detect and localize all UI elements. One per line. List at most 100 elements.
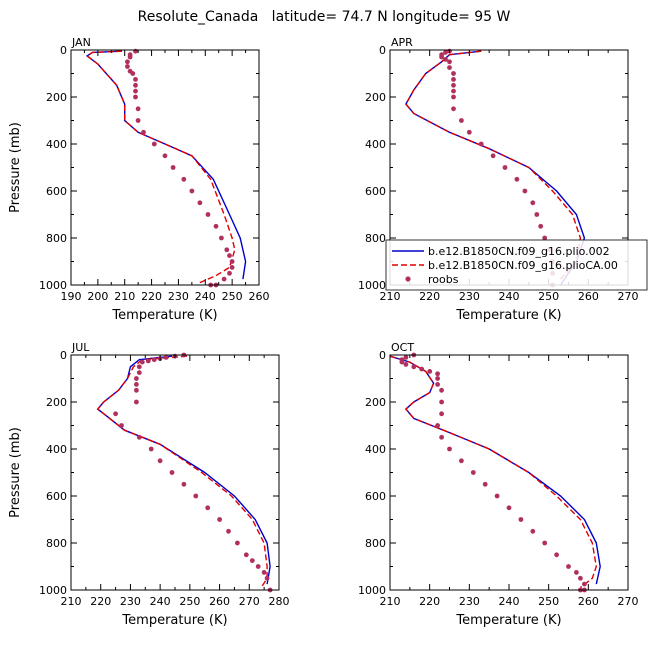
obs-point <box>542 235 548 241</box>
obs-point <box>136 434 142 440</box>
obs-point <box>439 411 444 417</box>
x-tick-label: 220 <box>141 290 162 303</box>
panel-label: OCT <box>391 341 414 354</box>
obs-point <box>134 399 139 405</box>
obs-point <box>219 235 224 241</box>
y-tick-label: 0 <box>379 44 386 57</box>
obs-point <box>470 470 476 475</box>
obs-point <box>451 71 456 76</box>
obs-point <box>538 223 544 229</box>
obs-point <box>151 141 157 147</box>
obs-point <box>189 188 195 194</box>
obs-point <box>451 106 456 112</box>
obs-point <box>181 176 187 182</box>
obs-point <box>133 77 138 82</box>
x-tick-label: 220 <box>90 595 111 608</box>
obs-point <box>419 366 425 372</box>
obs-point <box>197 200 203 206</box>
obs-point <box>243 552 249 558</box>
x-tick-label: 220 <box>419 595 440 608</box>
obs-point <box>229 259 235 264</box>
obs-point <box>502 165 508 170</box>
x-tick-label: 200 <box>87 290 108 303</box>
obs-point <box>482 481 488 487</box>
y-tick-label: 1000 <box>39 584 67 597</box>
x-tick-label: 220 <box>419 290 440 303</box>
obs-point <box>163 355 169 360</box>
x-tick-label: 260 <box>578 595 599 608</box>
obs-point <box>399 359 405 365</box>
x-tick-label: 270 <box>618 595 639 608</box>
y-tick-label: 400 <box>365 443 386 456</box>
panel-label: JUL <box>71 341 90 354</box>
obs-point <box>439 399 444 405</box>
obs-point <box>435 371 440 377</box>
x-tick-label: 230 <box>459 290 480 303</box>
y-tick-label: 600 <box>365 185 386 198</box>
obs-point <box>181 481 187 487</box>
obs-point <box>139 359 145 365</box>
obs-point <box>261 570 267 575</box>
obs-point <box>411 364 417 370</box>
plot-frame <box>70 49 260 286</box>
obs-point <box>249 558 255 563</box>
obs-point <box>439 387 444 393</box>
y-tick-label: 600 <box>46 490 67 503</box>
obs-point <box>403 362 409 367</box>
obs-point <box>255 564 261 569</box>
y-tick-label: 1000 <box>358 279 386 292</box>
series-line-2 <box>85 50 236 284</box>
x-tick-label: 260 <box>209 595 230 608</box>
legend-marker <box>405 276 411 282</box>
x-axis-label: Temperature (K) <box>455 308 561 323</box>
y-tick-label: 200 <box>365 396 386 409</box>
obs-point <box>227 270 232 276</box>
obs-point <box>130 71 136 76</box>
plot-frame <box>389 354 629 591</box>
obs-point <box>522 188 528 194</box>
x-tick-label: 250 <box>179 595 200 608</box>
x-tick-label: 240 <box>499 595 520 608</box>
obs-point <box>113 411 118 417</box>
y-tick-label: 0 <box>60 44 67 57</box>
y-tick-label: 800 <box>46 232 67 245</box>
x-tick-label: 240 <box>499 290 520 303</box>
obs-point <box>530 200 536 206</box>
obs-point <box>435 423 440 428</box>
panel-jul: 210 220 230 240 250 260 270 280 0 200 400 600 800 100… <box>8 341 290 628</box>
obs-point <box>136 364 142 370</box>
obs-point <box>435 382 440 387</box>
y-tick-label: 200 <box>46 396 67 409</box>
obs-point <box>229 265 235 270</box>
obs-point <box>125 59 130 65</box>
y-tick-label: 200 <box>365 91 386 104</box>
x-tick-label: 230 <box>120 595 141 608</box>
obs-point <box>133 94 138 100</box>
y-tick-label: 0 <box>379 349 386 362</box>
x-tick-label: 250 <box>538 595 559 608</box>
x-tick-label: 210 <box>114 290 135 303</box>
y-tick-label: 400 <box>46 138 67 151</box>
x-tick-label: 260 <box>249 290 270 303</box>
obs-point <box>133 88 138 94</box>
obs-point <box>226 528 231 534</box>
obs-point <box>235 540 240 546</box>
obs-point <box>145 358 151 364</box>
legend-label: b.e12.B1850CN.f09_g16.plio.002 <box>428 245 610 258</box>
obs-point <box>518 517 524 522</box>
obs-point <box>435 376 440 381</box>
y-tick-label: 1000 <box>39 279 67 292</box>
panel-oct: 210 220 230 240 250 260 270 0 200 400 600 800 1000 OC… <box>358 341 639 628</box>
x-tick-label: 210 <box>380 290 401 303</box>
obs-point <box>141 129 146 135</box>
obs-point <box>127 54 133 60</box>
obs-point <box>578 575 583 581</box>
obs-point <box>205 212 211 217</box>
x-tick-label: 240 <box>195 290 216 303</box>
x-tick-label: 250 <box>222 290 243 303</box>
obs-point <box>134 387 139 393</box>
obs-point <box>443 50 448 55</box>
obs-point <box>554 552 559 558</box>
figure-title: Resolute_Canada latitude= 74.7 N longitu… <box>138 9 511 25</box>
